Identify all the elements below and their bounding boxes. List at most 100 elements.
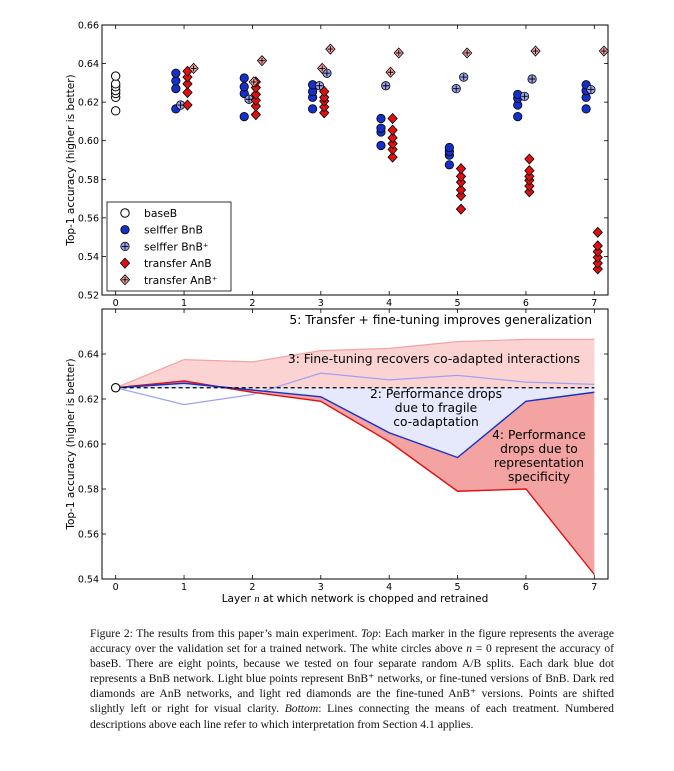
bottom-xtick-label: 3	[318, 582, 324, 593]
marker-selffer-bnb	[171, 68, 181, 78]
marker-transfer-anb	[592, 246, 603, 258]
marker-transfer-anb-plus	[317, 62, 328, 74]
marker-transfer-anb	[455, 163, 467, 175]
marker-transfer-anb	[119, 257, 131, 269]
marker-transfer-anb-plus	[385, 66, 396, 78]
bottom-x-axis-label: Layer n at which network is chopped and …	[222, 593, 489, 605]
marker-baseB	[110, 71, 121, 81]
marker-transfer-anb	[387, 112, 398, 125]
top-xtick-label: 2	[249, 298, 255, 309]
marker-transfer-anb	[182, 71, 193, 83]
marker-plus	[528, 75, 536, 83]
marker-transfer-anb	[250, 100, 261, 112]
legend-label: selffer BnB	[144, 224, 203, 237]
marker-transfer-anb-plus	[119, 274, 131, 286]
marker-transfer-anb	[319, 107, 330, 119]
annotation-2-line3: co-adaptation	[393, 415, 479, 429]
top-xtick-label: 4	[386, 298, 392, 309]
marker-transfer-anb-plus	[461, 47, 473, 59]
top-ytick-label: 0.58	[78, 175, 99, 186]
bottom-xtick-label: 5	[455, 582, 461, 593]
top-xtick-label: 6	[523, 298, 529, 309]
top-xtick-label: 1	[181, 298, 187, 309]
top-ytick-label: 0.54	[78, 252, 99, 263]
marker-selffer-bnb	[581, 104, 591, 114]
bottom-x-axis-ticks: 0 1 2 3 4 5 6 7	[113, 309, 597, 593]
marker-selffer-bnb-plus	[244, 94, 254, 104]
marker-plus	[532, 48, 539, 54]
marker-transfer-anb	[387, 143, 398, 155]
top-ytick-label: 0.62	[78, 98, 99, 109]
top-ytick-label: 0.52	[78, 291, 99, 302]
figure: 0.52 0.54 0.56 0.58 0.60 0.62 0.64 0.66 0 1 2 3 4 5 6…	[65, 21, 610, 605]
bottom-xtick-label: 4	[386, 582, 392, 593]
marker-transfer-anb	[387, 132, 398, 144]
fill-transfer-anb-plus	[115, 339, 595, 388]
bottom-xtick-label: 7	[591, 582, 597, 593]
marker-transfer-anb	[182, 86, 193, 99]
marker-transfer-anb	[524, 153, 535, 165]
marker-plus	[245, 96, 253, 103]
top-ytick-label: 0.64	[78, 59, 99, 70]
marker-selffer-bnb	[444, 160, 454, 170]
bottom-ytick-label: 0.64	[78, 350, 99, 361]
bottom-series-lines	[110, 338, 595, 575]
bottom-ytick-label: 0.60	[78, 440, 99, 451]
marker-selffer-bnb-plus	[459, 72, 469, 82]
marker-selffer-bnb-plus	[120, 241, 130, 251]
start-point-baseB	[110, 382, 121, 393]
marker-selffer-bnb	[444, 142, 454, 153]
marker-transfer-anb-plus	[248, 76, 259, 88]
bottom-xtick-label: 0	[113, 582, 119, 593]
bottom-ytick-label: 0.62	[78, 395, 99, 406]
marker-plus	[121, 243, 129, 250]
marker-transfer-anb	[387, 138, 398, 150]
marker-transfer-anb	[250, 109, 261, 121]
marker-baseB	[110, 106, 121, 116]
marker-transfer-anb	[319, 91, 330, 103]
marker-plus	[601, 48, 607, 54]
marker-selffer-bnb	[239, 82, 249, 92]
annotation-4-line3: representation	[494, 456, 584, 470]
marker-selffer-bnb-plus	[322, 68, 332, 78]
marker-transfer-anb	[319, 101, 330, 113]
marker-selffer-bnb-plus	[527, 74, 537, 84]
top-xtick-label: 3	[318, 298, 324, 309]
caption-part-2: : Each marker in the figure represents t…	[90, 627, 614, 656]
marker-selffer-bnb	[239, 112, 249, 122]
annotation-4-line4: specificity	[508, 470, 570, 484]
marker-transfer-anb	[387, 151, 398, 163]
marker-plus	[521, 93, 528, 100]
marker-plus	[122, 277, 128, 283]
xlabel-var: n	[254, 594, 259, 605]
xlabel-prefix: Layer	[222, 593, 255, 605]
line-transfer-anb-plus	[115, 338, 595, 389]
marker-transfer-anb-plus	[256, 55, 268, 67]
marker-plus	[316, 82, 323, 89]
bottom-xtick-label: 2	[249, 582, 255, 593]
line-selffer-bnb-plus	[115, 372, 595, 406]
annotation-5: 5: Transfer + fine-tuning improves gener…	[289, 313, 592, 327]
legend-label: selffer BnB⁺	[144, 240, 209, 253]
top-y-axis-ticks: 0.52 0.54 0.56 0.58 0.60 0.62 0.64 0.66	[78, 21, 608, 302]
marker-plus	[464, 50, 470, 56]
legend-label: transfer AnB	[144, 257, 212, 270]
caption-n: n	[466, 642, 473, 656]
marker-transfer-anb	[524, 186, 535, 198]
marker-plus	[587, 86, 595, 93]
top-xtick-label: 5	[455, 298, 461, 309]
top-x-axis-ticks: 0 1 2 3 4 5 6 7	[113, 25, 597, 309]
marker-plus	[327, 46, 334, 52]
top-ytick-label: 0.60	[78, 136, 99, 147]
bottom-ytick-label: 0.54	[78, 575, 99, 586]
marker-baseB	[110, 79, 121, 89]
top-xtick-label: 0	[113, 298, 119, 309]
figure-caption: Figure 2: The results from this paper’s …	[90, 626, 614, 732]
caption-part-3: = 0 represent the accuracy of baseB. The…	[90, 642, 615, 716]
bottom-line-panel: 0.54 0.56 0.58 0.60 0.62 0.64 0 1 2 3 4 5 6 7 Top-1 …	[65, 308, 609, 605]
marker-transfer-anb	[592, 263, 603, 275]
marker-selffer-bnb	[239, 73, 249, 83]
top-scatter-panel: 0.52 0.54 0.56 0.58 0.60 0.62 0.64 0.66 0 1 2 3 4 5 6…	[65, 21, 610, 309]
bottom-xtick-label: 6	[523, 582, 529, 593]
marker-plus	[382, 82, 389, 89]
